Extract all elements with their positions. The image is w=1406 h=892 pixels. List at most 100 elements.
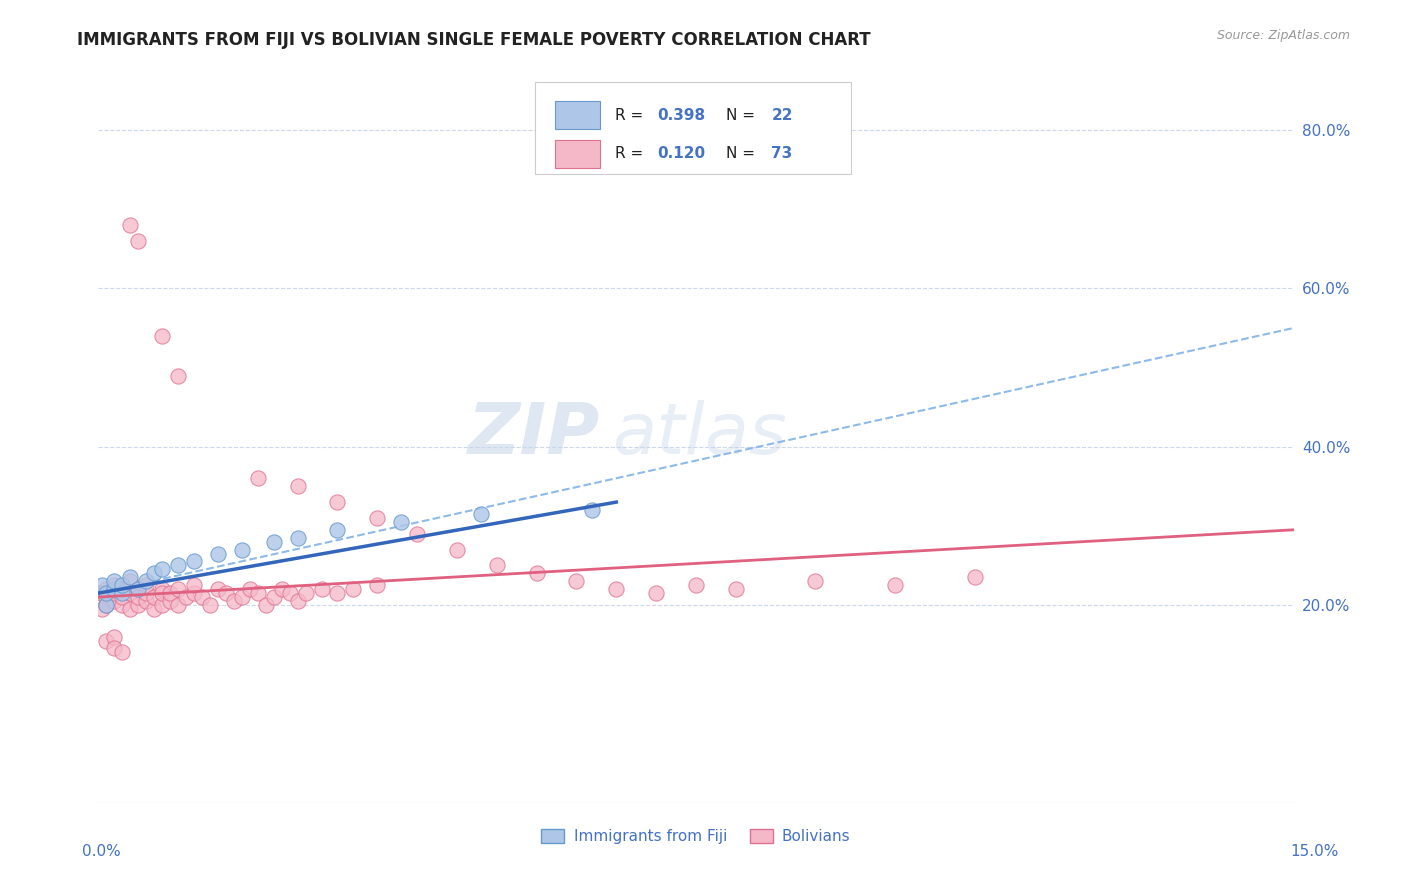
Point [963, 570, 986, 584]
Point [90, 586, 112, 600]
Point [167, 582, 190, 596]
Point [103, 594, 125, 608]
Point [183, 578, 205, 592]
Point [111, 590, 134, 604]
Text: N =: N = [725, 146, 755, 161]
Point [183, 586, 205, 600]
Text: IMMIGRANTS FROM FIJI VS BOLIVIAN SINGLE FEMALE POVERTY CORRELATION CHART: IMMIGRANTS FROM FIJI VS BOLIVIAN SINGLE … [77, 31, 870, 49]
Point [804, 574, 827, 589]
Point [326, 523, 349, 537]
Point [366, 578, 388, 592]
Point [246, 471, 269, 485]
FancyBboxPatch shape [534, 81, 852, 174]
Point [150, 582, 173, 596]
Point [127, 582, 149, 596]
Point [91, 602, 114, 616]
Point [120, 574, 142, 589]
Point [183, 554, 205, 568]
Point [111, 582, 134, 596]
Point [103, 582, 125, 596]
Point [150, 586, 173, 600]
Point [311, 582, 333, 596]
Point [565, 574, 588, 589]
Point [581, 503, 603, 517]
Point [239, 582, 262, 596]
Point [246, 586, 269, 600]
Point [685, 578, 707, 592]
Point [120, 218, 142, 232]
Point [96, 598, 118, 612]
Point [366, 511, 388, 525]
Point [231, 590, 253, 604]
Text: N =: N = [725, 108, 755, 123]
Point [135, 578, 157, 592]
Point [159, 594, 181, 608]
Point [103, 641, 125, 656]
Point [263, 590, 285, 604]
Text: 22: 22 [772, 108, 793, 123]
Point [326, 495, 349, 509]
Point [127, 582, 149, 596]
Point [389, 515, 412, 529]
Point [103, 578, 125, 592]
Point [167, 598, 190, 612]
Point [174, 590, 197, 604]
Point [111, 645, 134, 659]
Point [127, 598, 149, 612]
Text: R =: R = [614, 108, 643, 123]
Point [287, 531, 309, 545]
Point [96, 586, 118, 600]
Point [120, 570, 142, 584]
Point [884, 578, 907, 592]
Point [103, 574, 125, 589]
Point [96, 598, 118, 612]
Point [231, 542, 253, 557]
Point [287, 594, 309, 608]
Point [222, 594, 245, 608]
Text: 73: 73 [772, 146, 793, 161]
Point [294, 586, 316, 600]
Point [150, 329, 173, 343]
Point [485, 558, 508, 573]
Point [96, 582, 118, 596]
Point [127, 234, 149, 248]
Point [111, 586, 134, 600]
Point [167, 368, 190, 383]
Point [326, 586, 349, 600]
Point [111, 578, 134, 592]
Text: 15.0%: 15.0% [1291, 845, 1339, 859]
Point [605, 582, 627, 596]
Point [254, 598, 277, 612]
Point [135, 594, 157, 608]
Point [96, 590, 118, 604]
Point [143, 566, 166, 581]
Point [207, 547, 229, 561]
FancyBboxPatch shape [555, 140, 600, 168]
Point [167, 558, 190, 573]
Text: R =: R = [614, 146, 643, 161]
Point [91, 578, 114, 592]
Point [159, 586, 181, 600]
Point [143, 590, 166, 604]
Point [96, 633, 118, 648]
Point [724, 582, 747, 596]
Point [135, 586, 157, 600]
Point [263, 534, 285, 549]
Legend: Immigrants from Fiji, Bolivians: Immigrants from Fiji, Bolivians [536, 823, 856, 850]
Point [270, 582, 292, 596]
FancyBboxPatch shape [555, 102, 600, 129]
Text: Source: ZipAtlas.com: Source: ZipAtlas.com [1216, 29, 1350, 42]
Point [342, 582, 364, 596]
Point [446, 542, 468, 557]
Point [120, 602, 142, 616]
Point [215, 586, 238, 600]
Point [111, 598, 134, 612]
Text: 0.120: 0.120 [658, 146, 706, 161]
Point [645, 586, 668, 600]
Point [278, 586, 301, 600]
Point [207, 582, 229, 596]
Point [103, 630, 125, 644]
Point [406, 526, 429, 541]
Text: atlas: atlas [613, 401, 787, 469]
Point [526, 566, 548, 581]
